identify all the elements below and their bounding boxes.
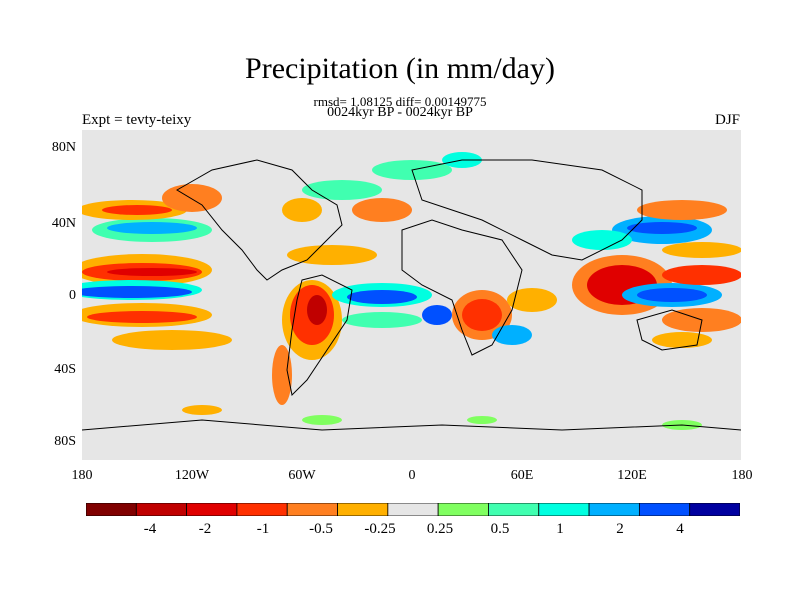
lon-tick-180e: 180: [731, 468, 753, 483]
colorbar-label: 2: [616, 521, 624, 537]
period-line: 0024kyr BP - 0024kyr BP: [327, 105, 473, 120]
lon-tick-120e: 120E: [617, 468, 647, 483]
lon-tick-60w: 60W: [288, 468, 316, 483]
precipitation-map: [82, 130, 741, 460]
colorbar-swatch: [437, 503, 489, 516]
lat-tick-0: 0: [69, 288, 76, 303]
lon-tick-180w: 180: [71, 468, 93, 483]
colorbar-label: -1: [256, 521, 270, 537]
colorbar-swatch: [337, 503, 389, 516]
lat-tick-40n: 40N: [51, 216, 76, 231]
lon-tick-120w: 120W: [174, 468, 210, 483]
colorbar-swatch: [186, 503, 238, 516]
colorbar-label: -0.25: [364, 521, 396, 537]
lat-tick-40s: 40S: [54, 362, 76, 377]
plot-title: Precipitation (in mm/day): [245, 52, 555, 85]
colorbar: [86, 503, 740, 516]
colorbar-swatch: [638, 503, 691, 516]
lat-tick-80n: 80N: [51, 140, 76, 155]
lat-tick-80s: 80S: [54, 434, 76, 449]
stats-line: rmsd= 1.08125 diff= 0.00149775: [313, 94, 487, 109]
lon-tick-60e: 60E: [510, 468, 534, 483]
colorbar-swatch: [689, 503, 740, 516]
colorbar-label: -4: [143, 521, 157, 537]
colorbar-swatch: [588, 503, 640, 516]
colorbar-swatch: [488, 503, 540, 516]
season-label: DJF: [714, 112, 740, 128]
coastlines: [82, 159, 741, 431]
colorbar-swatch: [236, 503, 288, 516]
colorbar-swatch: [538, 503, 590, 516]
colorbar-swatch: [286, 503, 338, 516]
colorbar-label: 1: [556, 521, 564, 537]
colorbar-label: 4: [676, 521, 684, 537]
colorbar-swatch: [387, 503, 439, 516]
colorbar-swatch: [135, 503, 188, 516]
colorbar-swatch: [86, 503, 137, 516]
anomaly-fields: [82, 152, 741, 430]
colorbar-label: -0.5: [309, 521, 333, 537]
colorbar-label: 0.5: [490, 521, 510, 537]
colorbar-label: -2: [198, 521, 212, 537]
lon-tick-0: 0: [408, 468, 416, 483]
experiment-label: Expt = tevty-teixy: [82, 112, 192, 128]
colorbar-label: 0.25: [426, 521, 454, 537]
